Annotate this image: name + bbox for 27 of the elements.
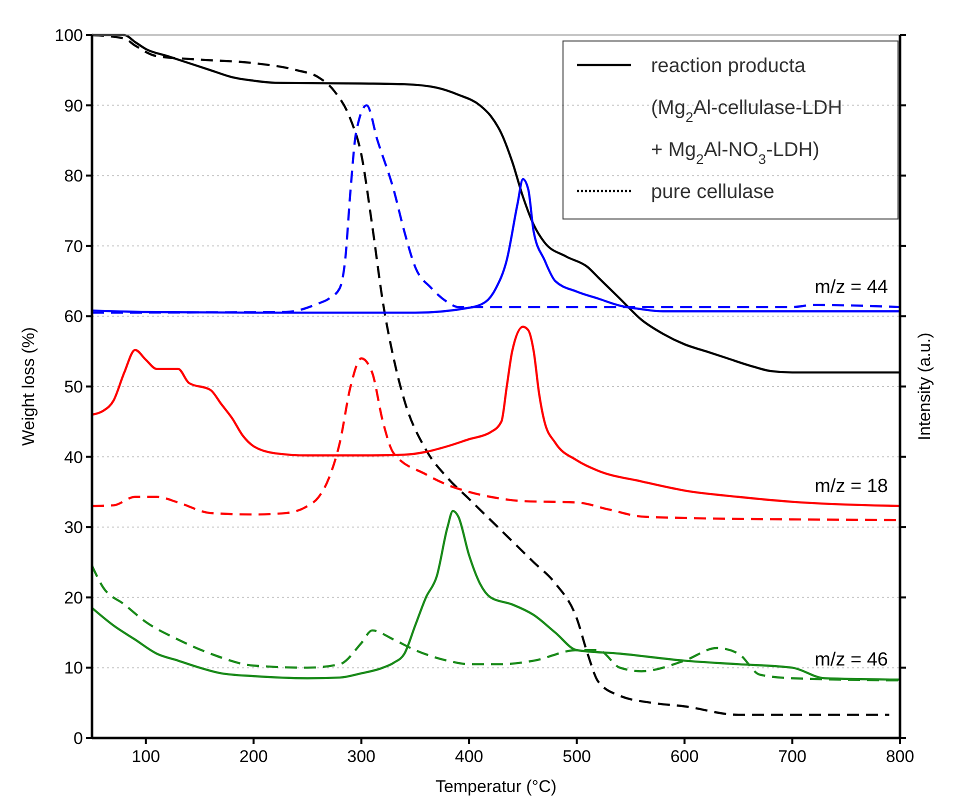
- legend-label: pure cellulase: [651, 181, 774, 203]
- y2-axis-title: Intensity (a.u.): [915, 332, 934, 440]
- x-axis-title: Temperatur (°C): [435, 777, 557, 796]
- y-tick-label: 90: [64, 96, 83, 116]
- x-tick-label: 700: [778, 747, 806, 766]
- y-tick-label: 70: [64, 236, 83, 256]
- annotation: m/z = 18: [814, 476, 888, 498]
- y-tick-label: 0: [74, 728, 83, 748]
- x-tick-label: 500: [562, 747, 591, 766]
- x-tick-label: 600: [670, 747, 699, 766]
- annotation: m/z = 46: [814, 650, 888, 671]
- text: reaction producta (Mg$_{2}$Al-cellulase-LDH + Mg$_{2}$Al-NO$_{3}$-LDH): [651, 55, 842, 167]
- y-tick-label: 30: [64, 518, 83, 538]
- y-tick-label: 40: [64, 448, 83, 467]
- x-tick-label: 400: [454, 747, 484, 766]
- x-tick-label: 300: [347, 747, 376, 766]
- annotation: m/z = 44: [814, 277, 888, 298]
- y-tick-label: 50: [64, 377, 83, 396]
- x-tick-label: 200: [239, 747, 268, 766]
- y-tick-label: 60: [64, 307, 83, 326]
- x-tick-label: 800: [886, 747, 914, 766]
- y-tick-label: 10: [64, 658, 83, 678]
- x-tick-label: 100: [132, 747, 160, 766]
- y-tick-label: 80: [64, 166, 83, 186]
- y-tick-label: 100: [54, 26, 83, 45]
- y-axis-title: Weight loss (%): [19, 327, 38, 446]
- y-tick-label: 20: [64, 588, 83, 608]
